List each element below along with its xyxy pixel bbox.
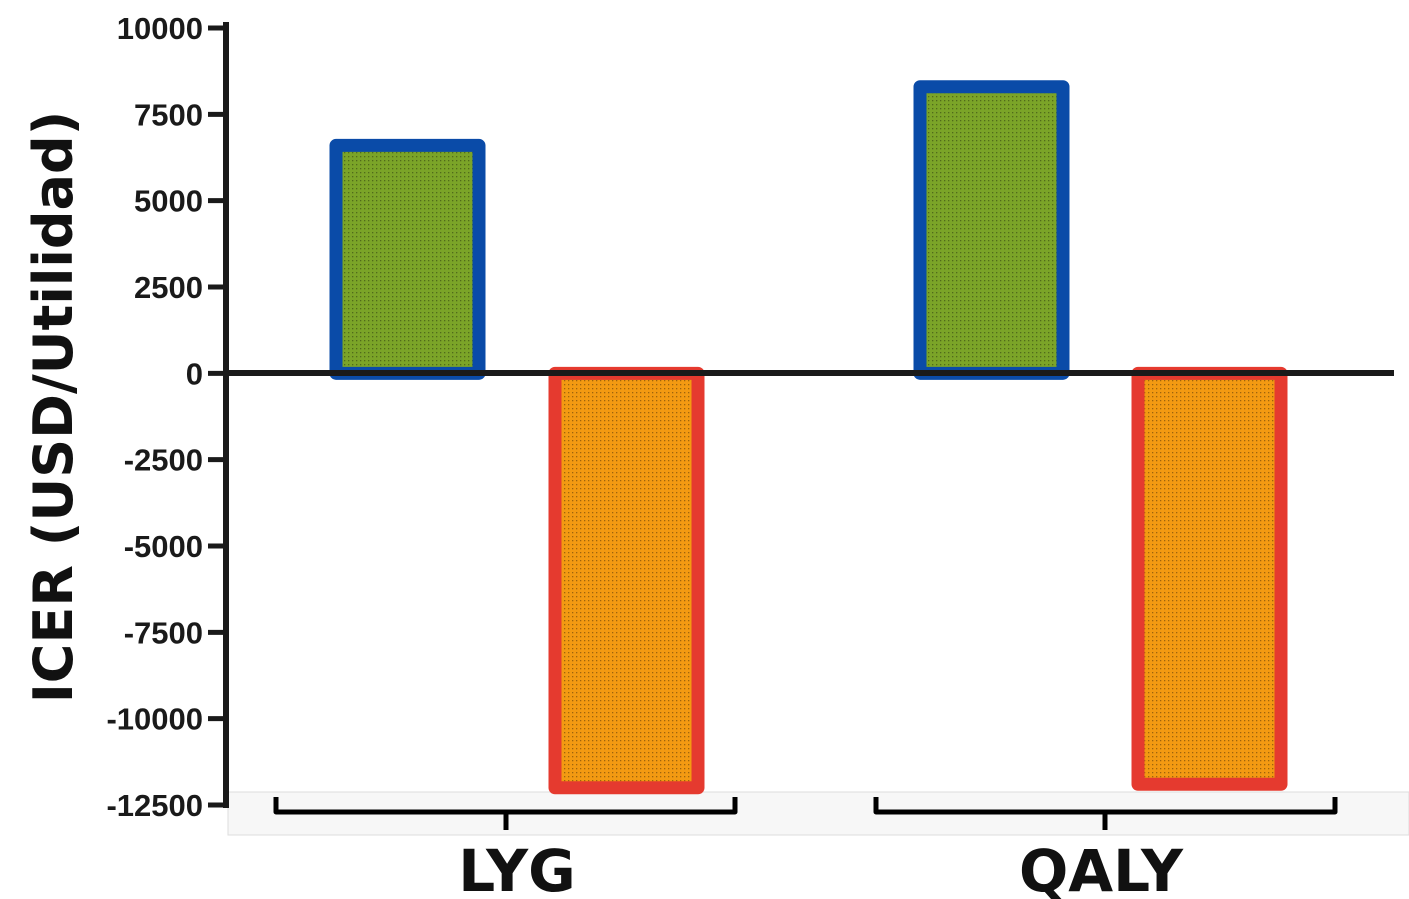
y-tick-label: -7500: [124, 615, 203, 650]
bar-texture: [926, 93, 1057, 367]
y-axis-label: ICER (USD/Utilidad): [22, 111, 85, 704]
brace-qaly: [873, 797, 1338, 830]
bar-qaly-series-1: [913, 80, 1070, 380]
y-tick-label: -12500: [106, 788, 203, 823]
bar-lyg-series-2: [548, 366, 705, 795]
y-tick-label: 10000: [117, 11, 203, 46]
bar-qaly-series-2: [1131, 366, 1288, 791]
y-tick-label: 2500: [134, 270, 203, 305]
y-tick-label: -10000: [106, 702, 203, 737]
y-tick-label: 0: [186, 356, 203, 391]
y-tick-label: 7500: [134, 97, 203, 132]
bar-lyg-series-1: [329, 138, 486, 380]
bar-texture: [1144, 379, 1275, 778]
category-label-qaly: QALY: [1019, 837, 1184, 899]
bar-texture: [342, 151, 473, 367]
y-tick-label: 5000: [134, 184, 203, 219]
y-tick-label: -5000: [124, 529, 203, 564]
bars-layer: [329, 80, 1288, 795]
y-ticks: 10000 7500 5000 2500 0 -2500 -5000 -7500 -10000 -…: [106, 11, 226, 823]
category-label-lyg: LYG: [458, 837, 576, 899]
brace-lyg: [273, 797, 738, 830]
y-tick-label: -2500: [124, 443, 203, 478]
bar-texture: [561, 379, 692, 782]
